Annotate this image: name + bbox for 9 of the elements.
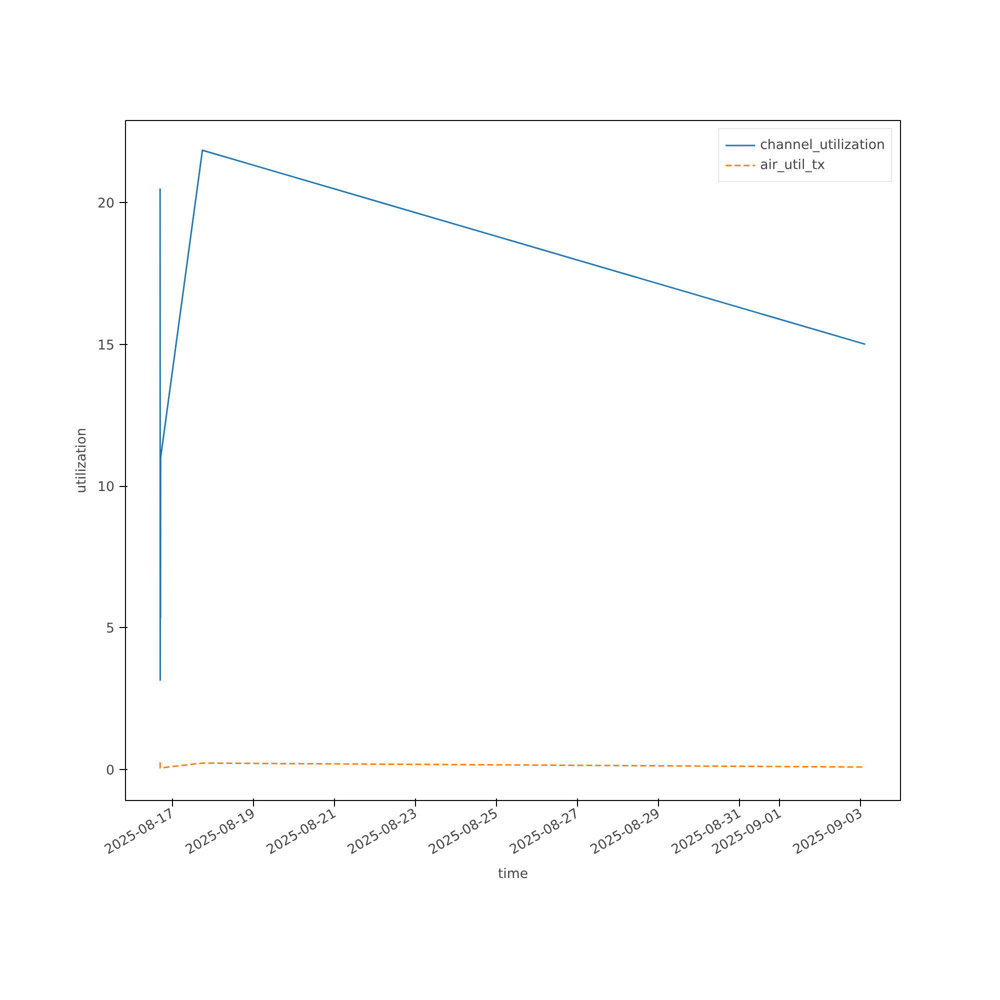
y-tick-label: 5 (106, 622, 115, 637)
y-tick-label: 15 (98, 338, 115, 354)
legend-label: channel_utilization (760, 138, 885, 152)
legend-label: air_util_tx (760, 158, 825, 172)
x-axis-title: time (498, 866, 528, 882)
y-axis-title: utilization (74, 428, 90, 494)
y-tick-label: 10 (98, 480, 115, 495)
y-tick-label: 0 (106, 763, 115, 778)
y-tick-label: 20 (98, 196, 115, 212)
